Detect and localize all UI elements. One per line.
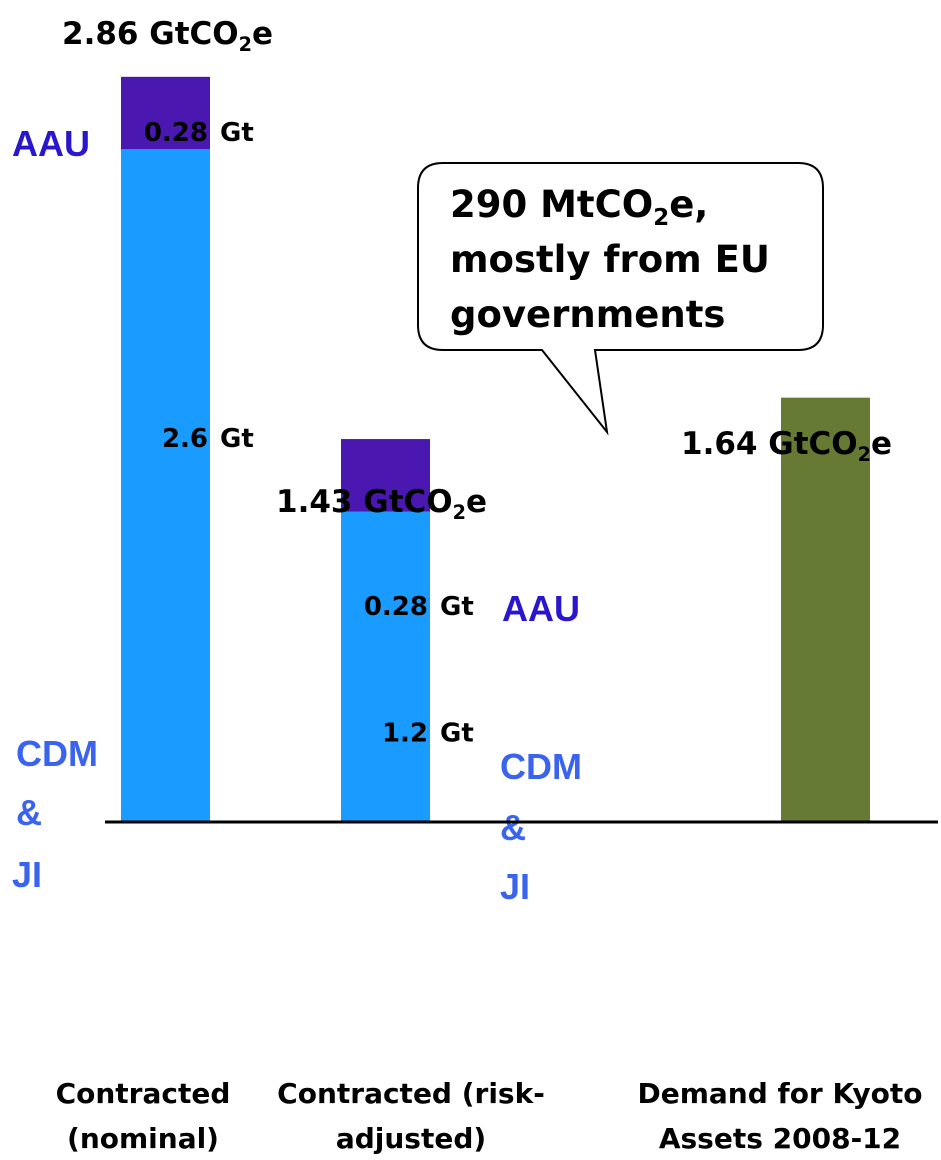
aau-label: AAU bbox=[502, 588, 580, 629]
cdm-ji-label: JI bbox=[500, 866, 530, 907]
segment-value-label: 0.28 bbox=[144, 118, 208, 148]
bar-1-aau bbox=[121, 76, 210, 150]
category-label: Contracted bbox=[56, 1077, 231, 1110]
total-label: 1.43 GtCO2e bbox=[276, 484, 487, 524]
callout-text-line3: governments bbox=[450, 293, 725, 336]
bar-1-cdmji bbox=[121, 149, 210, 823]
total-label: 1.64 GtCO2e bbox=[681, 426, 892, 466]
callout-text-line1: 290 MtCO2e, bbox=[450, 183, 708, 231]
bar-2-cdmji bbox=[341, 511, 430, 822]
callout-bubble: 290 MtCO2e, mostly from EU governments bbox=[417, 162, 824, 436]
total-labels-group: 2.86 GtCO2e 1.43 GtCO2e 1.64 GtCO2e bbox=[62, 16, 892, 524]
segment-value-label: 1.2 bbox=[382, 718, 428, 748]
cdm-ji-label: JI bbox=[12, 854, 42, 895]
bar-2-aau bbox=[341, 439, 430, 512]
category-label: adjusted) bbox=[336, 1122, 486, 1155]
callout-text-line2: mostly from EU bbox=[450, 238, 770, 281]
segment-unit-label: Gt bbox=[220, 424, 254, 454]
segment-unit-label: Gt bbox=[440, 592, 474, 622]
callout-shape bbox=[417, 162, 824, 436]
cdm-ji-label: CDM bbox=[500, 746, 582, 787]
total-label: 2.86 GtCO2e bbox=[62, 16, 273, 56]
category-label: Assets 2008-12 bbox=[659, 1122, 901, 1155]
aau-label: AAU bbox=[12, 123, 90, 164]
cdm-ji-label: & bbox=[16, 792, 42, 833]
category-label: (nominal) bbox=[67, 1122, 219, 1155]
bar-3-demand bbox=[781, 397, 870, 822]
category-label: Contracted (risk- bbox=[277, 1077, 545, 1110]
segment-labels-group: 0.28 Gt 2.6 Gt 0.28 Gt 1.2 Gt bbox=[144, 118, 474, 748]
segment-value-label: 2.6 bbox=[162, 424, 208, 454]
segment-value-label: 0.28 bbox=[364, 592, 428, 622]
cdm-ji-label: & bbox=[500, 807, 526, 848]
category-label: Demand for Kyoto bbox=[637, 1077, 922, 1110]
bars-group bbox=[121, 76, 870, 823]
cdm-ji-label: CDM bbox=[16, 733, 98, 774]
segment-unit-label: Gt bbox=[440, 718, 474, 748]
category-labels-group: Contracted (nominal) Contracted (risk-adju… bbox=[56, 1077, 923, 1155]
side-labels-group: AAU AAU CDM CDM & & JI JI bbox=[12, 123, 582, 907]
segment-unit-label: Gt bbox=[220, 118, 254, 148]
